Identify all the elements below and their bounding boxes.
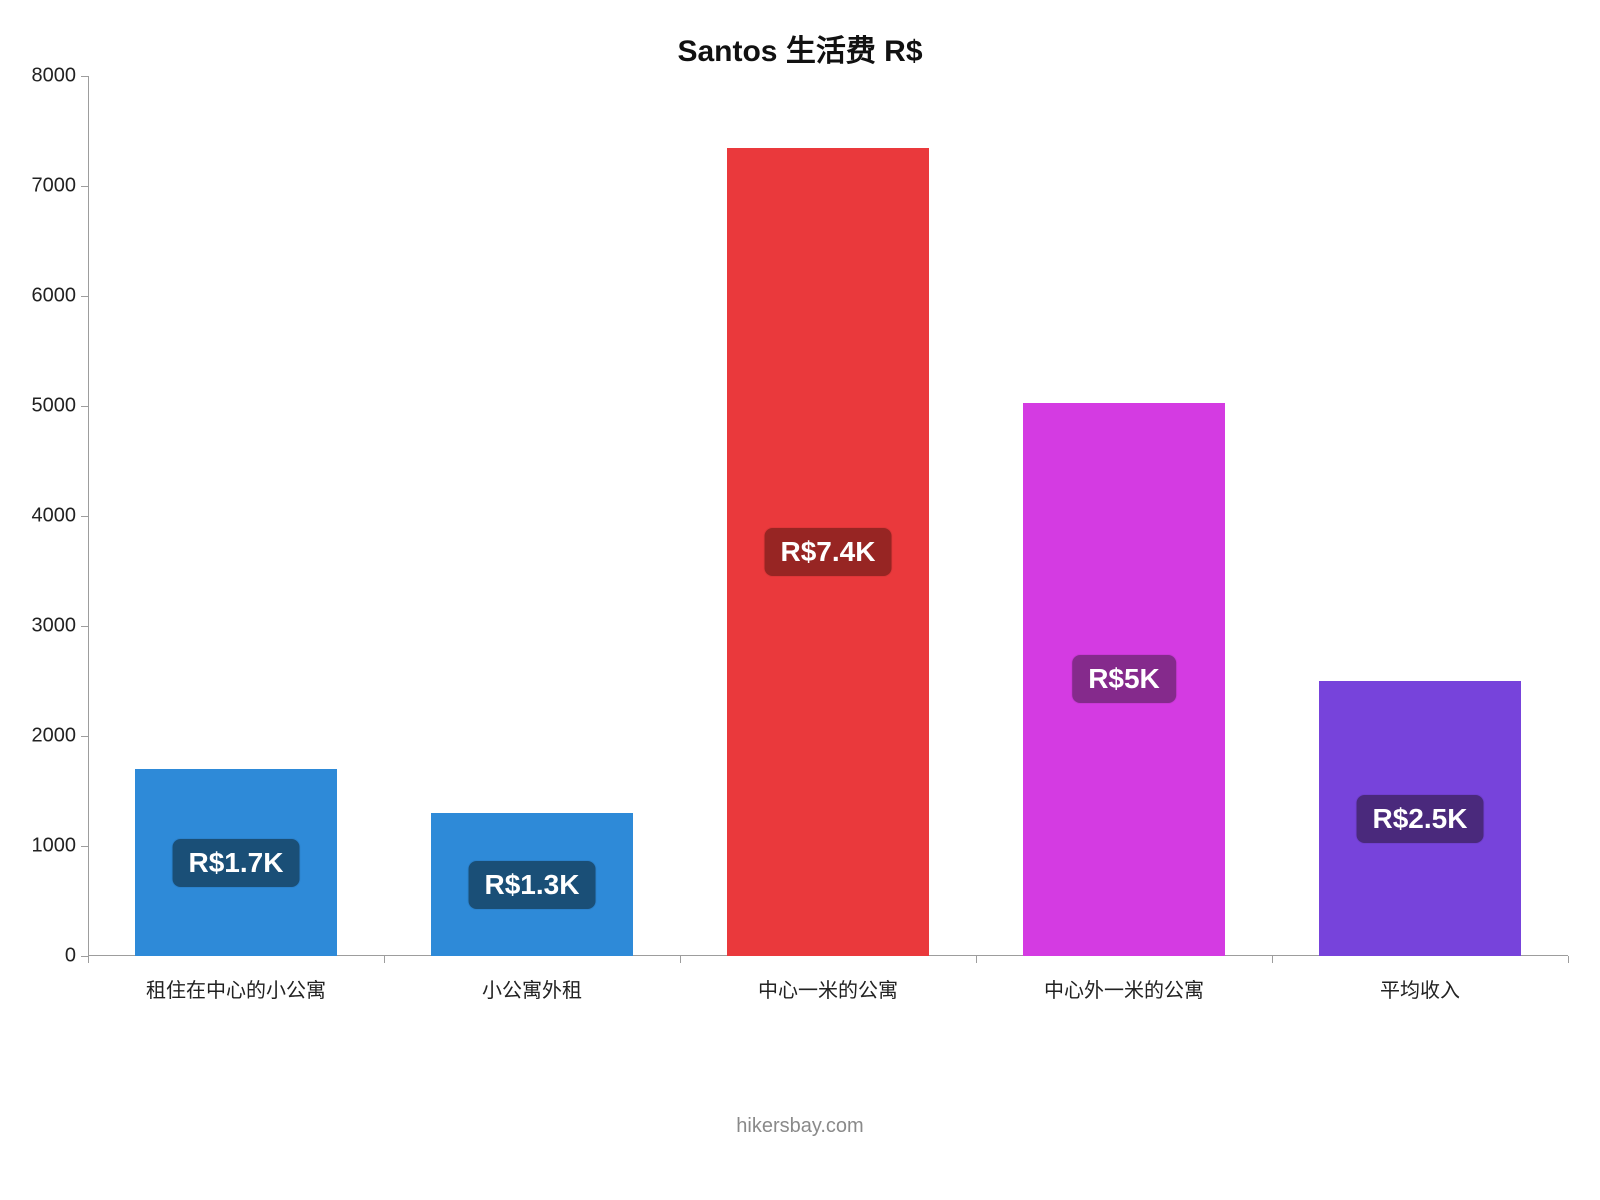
x-category-label: 平均收入 [1380,956,1460,1003]
x-category-label: 小公寓外租 [482,956,582,1003]
y-tick-label: 1000 [32,835,89,858]
y-tick-label: 3000 [32,615,89,638]
y-tick-mark [81,956,88,957]
y-tick-label: 6000 [32,285,89,308]
x-tick-mark [1568,956,1569,963]
bar-value-badge: R$2.5K [1357,795,1484,843]
bar: R$1.3K [431,813,632,956]
chart-container: Santos 生活费 R$ 01000200030004000500060007… [0,0,1600,1200]
bar: R$2.5K [1319,681,1520,956]
y-tick-mark [81,626,88,627]
y-tick-mark [81,76,88,77]
x-tick-mark [88,956,89,963]
x-category-label: 租住在中心的小公寓 [146,956,326,1003]
x-tick-mark [976,956,977,963]
plot-area: 010002000300040005000600070008000R$1.7K租… [88,76,1568,956]
x-category-label: 中心外一米的公寓 [1044,956,1204,1003]
x-category-label: 中心一米的公寓 [758,956,898,1003]
y-tick-label: 8000 [32,65,89,88]
y-tick-label: 4000 [32,505,89,528]
y-tick-label: 2000 [32,725,89,748]
y-tick-mark [81,296,88,297]
bar: R$5K [1023,403,1224,956]
x-tick-mark [680,956,681,963]
watermark: hikersbay.com [0,1115,1600,1138]
y-tick-mark [81,516,88,517]
bar: R$7.4K [727,148,928,957]
bar-value-badge: R$1.3K [469,861,596,909]
chart-title: Santos 生活费 R$ [0,26,1600,70]
bar: R$1.7K [135,769,336,956]
y-tick-mark [81,186,88,187]
y-tick-label: 5000 [32,395,89,418]
y-tick-mark [81,406,88,407]
x-tick-mark [1272,956,1273,963]
y-tick-label: 7000 [32,175,89,198]
y-axis-line [88,76,89,956]
x-tick-mark [384,956,385,963]
y-tick-mark [81,846,88,847]
bar-value-badge: R$1.7K [173,839,300,887]
y-tick-mark [81,736,88,737]
bar-value-badge: R$5K [1072,655,1176,703]
bar-value-badge: R$7.4K [765,528,892,576]
